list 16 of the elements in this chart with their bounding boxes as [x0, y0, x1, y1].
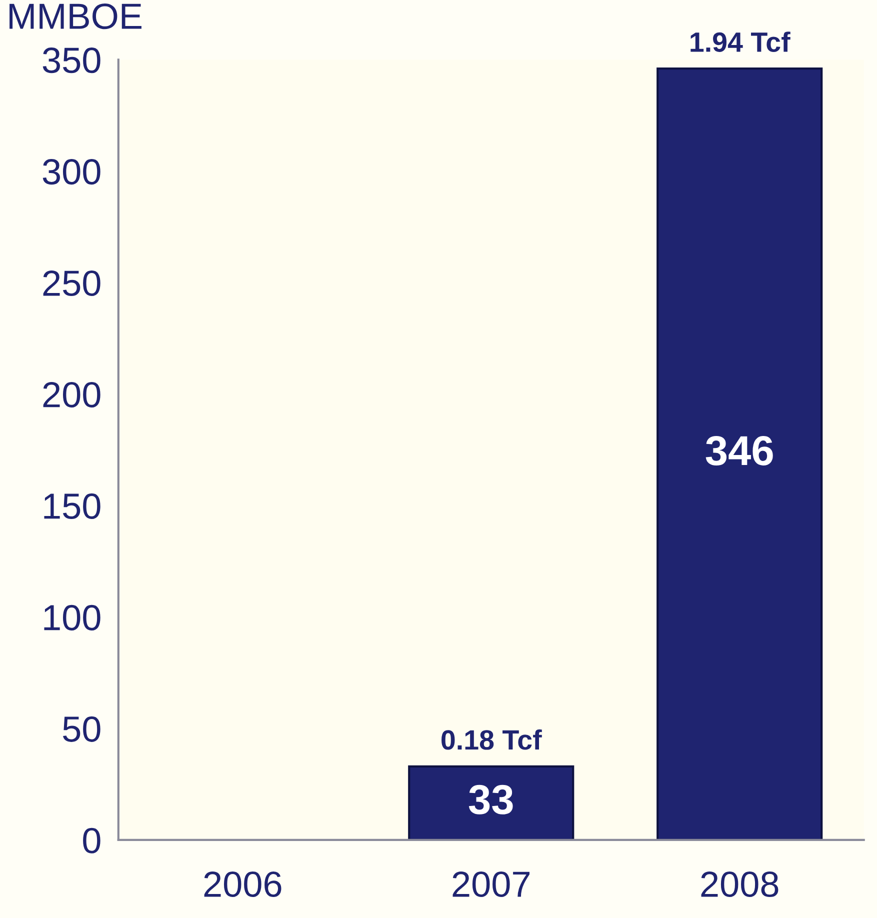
annotation: 0.18 Tcf — [442, 729, 542, 750]
y-tick-label: 250 — [43, 270, 100, 296]
x-tick-label: 2006 — [204, 871, 282, 898]
x-tick-label: 2008 — [701, 871, 778, 898]
y-tick-label: 200 — [43, 382, 100, 408]
y-tick-label: 350 — [42, 48, 100, 74]
y-tick-label: 300 — [42, 159, 100, 185]
y-tick-label: 50 — [63, 716, 100, 742]
y-axis-title: MMBOE — [10, 4, 142, 30]
y-tick-label: 0 — [83, 828, 100, 854]
data-label: 33 — [468, 784, 513, 814]
y-tick-label: 100 — [44, 604, 100, 630]
x-tick-label: 2007 — [452, 871, 530, 898]
annotation: 1.94 Tcf — [690, 32, 790, 52]
data-label: 346 — [706, 436, 773, 466]
y-tick-label: 150 — [44, 493, 100, 519]
